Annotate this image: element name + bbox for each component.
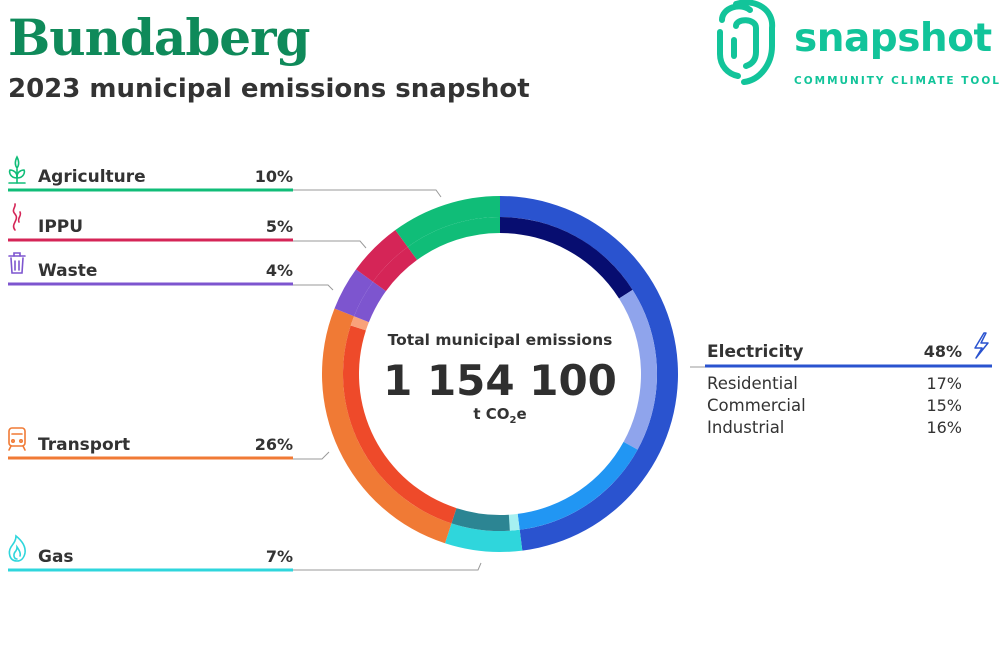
center-unit-prefix: t CO (473, 405, 509, 423)
label-transport-name: Transport (38, 435, 130, 455)
slice-electricity (500, 196, 679, 551)
subslice-electricity-residential (619, 289, 657, 450)
flame-icon (8, 534, 26, 562)
label-electricity: Electricity 48% Residential 17% Commerci… (705, 332, 992, 437)
subslice-waste (354, 281, 386, 323)
leader-line-agriculture (293, 189, 442, 198)
leader-line-ippu (293, 240, 367, 249)
donut-inner-ring (343, 217, 657, 531)
page-title: Bundaberg (8, 8, 310, 67)
slice-waste (334, 269, 373, 317)
fingerprint-logo-icon (717, 0, 776, 85)
label-gas-pct: 7% (266, 547, 293, 566)
label-agriculture: Agriculture 10% (8, 155, 293, 192)
subslice-electricity-commercial (517, 441, 638, 530)
leader-line-gas (293, 562, 482, 571)
center-unit-suffix: e (516, 405, 526, 423)
label-ippu-name: IPPU (38, 217, 83, 237)
label-transport: Transport 26% (8, 427, 293, 460)
donut-outer-ring (322, 196, 679, 552)
subslice-transport-1 (343, 325, 457, 524)
sub-commercial-name: Commercial (707, 396, 806, 415)
sub-residential-pct: 17% (926, 374, 962, 393)
label-agriculture-pct: 10% (255, 167, 293, 186)
subslice-electricity-industrial (500, 217, 633, 299)
sub-industrial-pct: 16% (926, 418, 962, 437)
label-electricity-name: Electricity (707, 342, 804, 362)
trash-icon (8, 252, 26, 274)
subslice-gas-1 (508, 513, 520, 531)
sub-commercial-pct: 15% (926, 396, 962, 415)
subslice-agriculture (407, 217, 500, 260)
label-agriculture-name: Agriculture (38, 167, 146, 187)
leader-lines (293, 189, 705, 571)
slice-gas (444, 523, 523, 552)
label-gas: Gas 7% (8, 534, 293, 572)
label-gas-name: Gas (38, 547, 74, 567)
leader-line-waste (293, 284, 334, 291)
label-waste-pct: 4% (266, 261, 293, 280)
slice-ippu (355, 229, 408, 282)
label-ippu-pct: 5% (266, 217, 293, 236)
sub-residential-name: Residential (707, 374, 798, 393)
snapshot-logo: snapshot COMMUNITY CLIMATE TOOL (712, 0, 1000, 92)
logo-tagline: COMMUNITY CLIMATE TOOL (794, 75, 1000, 87)
slice-agriculture (395, 196, 500, 247)
train-icon (8, 427, 26, 451)
label-waste-name: Waste (38, 261, 97, 281)
sprout-icon (8, 155, 26, 184)
logo-wordmark: snapshot (794, 16, 992, 61)
leader-line-transport (293, 451, 330, 460)
subslice-ippu (372, 246, 418, 292)
slice-transport (322, 308, 452, 544)
label-ippu: IPPU 5% (8, 203, 293, 242)
sub-industrial-name: Industrial (707, 418, 784, 437)
center-unit: t CO2e (473, 405, 526, 426)
center-unit-sub: 2 (510, 415, 517, 426)
label-electricity-pct: 48% (924, 342, 962, 361)
center-total-value: 1 154 100 (383, 356, 617, 405)
lightning-icon (974, 332, 989, 359)
smoke-icon (12, 203, 22, 231)
subslice-transport-2 (350, 316, 369, 331)
center-caption: Total municipal emissions (388, 331, 613, 349)
label-waste: Waste 4% (8, 252, 293, 286)
page-subtitle: 2023 municipal emissions snapshot (8, 74, 530, 104)
label-transport-pct: 26% (255, 435, 293, 454)
subslice-gas-2 (451, 508, 510, 531)
center-total: Total municipal emissions 1 154 100 t CO… (383, 331, 617, 426)
